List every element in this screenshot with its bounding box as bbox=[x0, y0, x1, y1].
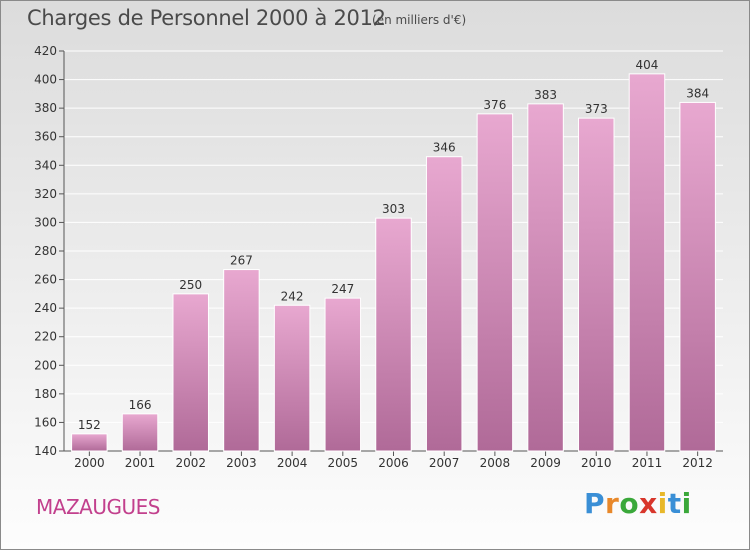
bar-value-label: 242 bbox=[281, 289, 304, 303]
x-tick-label: 2010 bbox=[581, 456, 612, 470]
y-tick-label: 420 bbox=[34, 44, 57, 58]
x-tick-label: 2001 bbox=[125, 456, 156, 470]
bar-value-label: 166 bbox=[129, 398, 152, 412]
bar bbox=[223, 269, 260, 452]
y-tick-label: 300 bbox=[34, 215, 57, 229]
bar-value-label: 152 bbox=[78, 418, 101, 432]
y-tick-label: 360 bbox=[34, 130, 57, 144]
bar bbox=[375, 217, 412, 452]
y-tick-label: 380 bbox=[34, 101, 57, 115]
bar-value-label: 250 bbox=[179, 278, 202, 292]
logo-letter: t bbox=[667, 487, 682, 520]
bar-value-label: 346 bbox=[433, 141, 456, 155]
y-tick-label: 280 bbox=[34, 244, 57, 258]
y-tick-label: 260 bbox=[34, 273, 57, 287]
x-tick-label: 2002 bbox=[175, 456, 206, 470]
bar bbox=[172, 293, 209, 452]
x-tick-label: 2012 bbox=[682, 456, 713, 470]
y-tick-label: 140 bbox=[34, 444, 57, 458]
bar-value-label: 267 bbox=[230, 254, 253, 268]
y-tick-label: 320 bbox=[34, 187, 57, 201]
bar bbox=[71, 433, 108, 452]
bar-value-label: 404 bbox=[636, 58, 659, 72]
bar bbox=[578, 117, 615, 452]
proxiti-logo[interactable]: Proxiti bbox=[584, 487, 692, 520]
bar-value-label: 376 bbox=[483, 98, 506, 112]
x-tick-label: 2007 bbox=[429, 456, 460, 470]
logo-letter: x bbox=[639, 487, 658, 520]
commune-name: MAZAUGUES bbox=[36, 495, 160, 519]
bar bbox=[273, 304, 311, 452]
x-tick-label: 2004 bbox=[277, 456, 308, 470]
x-tick-label: 2008 bbox=[480, 456, 511, 470]
bar bbox=[476, 113, 514, 452]
y-tick-label: 220 bbox=[34, 330, 57, 344]
y-tick-label: 160 bbox=[34, 415, 57, 429]
bar bbox=[679, 101, 716, 452]
data-labels: 152 166 250 267 242 247 303 346 376 383 373 404 384 bbox=[78, 58, 709, 432]
y-tick-label: 240 bbox=[34, 301, 57, 315]
bar bbox=[324, 297, 362, 452]
bar bbox=[527, 103, 564, 452]
logo-letter: i bbox=[681, 487, 692, 520]
bar-value-label: 303 bbox=[382, 202, 405, 216]
bar-value-label: 373 bbox=[585, 102, 608, 116]
x-tick-label: 2009 bbox=[530, 456, 561, 470]
bars bbox=[71, 73, 716, 452]
chart-title: Charges de Personnel 2000 à 2012 bbox=[27, 6, 386, 30]
y-tick-label: 400 bbox=[34, 73, 57, 87]
logo-letter: r bbox=[605, 487, 620, 520]
x-tick-label: 2003 bbox=[226, 456, 257, 470]
x-tick-label: 2011 bbox=[632, 456, 663, 470]
logo-letter: o bbox=[619, 487, 640, 520]
bar bbox=[121, 413, 159, 452]
y-tick-labels: 140 160 180 200 220 240 260 280 300 320 340 360 380 4… bbox=[34, 44, 57, 458]
logo-letter: i bbox=[657, 487, 668, 520]
bar bbox=[425, 156, 463, 452]
x-tick-label: 2000 bbox=[74, 456, 105, 470]
bar-value-label: 384 bbox=[686, 86, 709, 100]
bar bbox=[628, 73, 666, 452]
bar-value-label: 247 bbox=[331, 282, 354, 296]
y-tick-label: 200 bbox=[34, 358, 57, 372]
bar-value-label: 383 bbox=[534, 88, 557, 102]
x-tick-label: 2006 bbox=[378, 456, 409, 470]
x-tick-labels: 2000 2001 2002 2003 2004 2005 2006 2007 2008 2009… bbox=[74, 456, 713, 470]
y-tick-label: 340 bbox=[34, 158, 57, 172]
chart-subtitle: (en milliers d'€) bbox=[372, 13, 467, 27]
x-tick-label: 2005 bbox=[328, 456, 359, 470]
logo-letter: P bbox=[584, 487, 606, 520]
y-tick-label: 180 bbox=[34, 387, 57, 401]
